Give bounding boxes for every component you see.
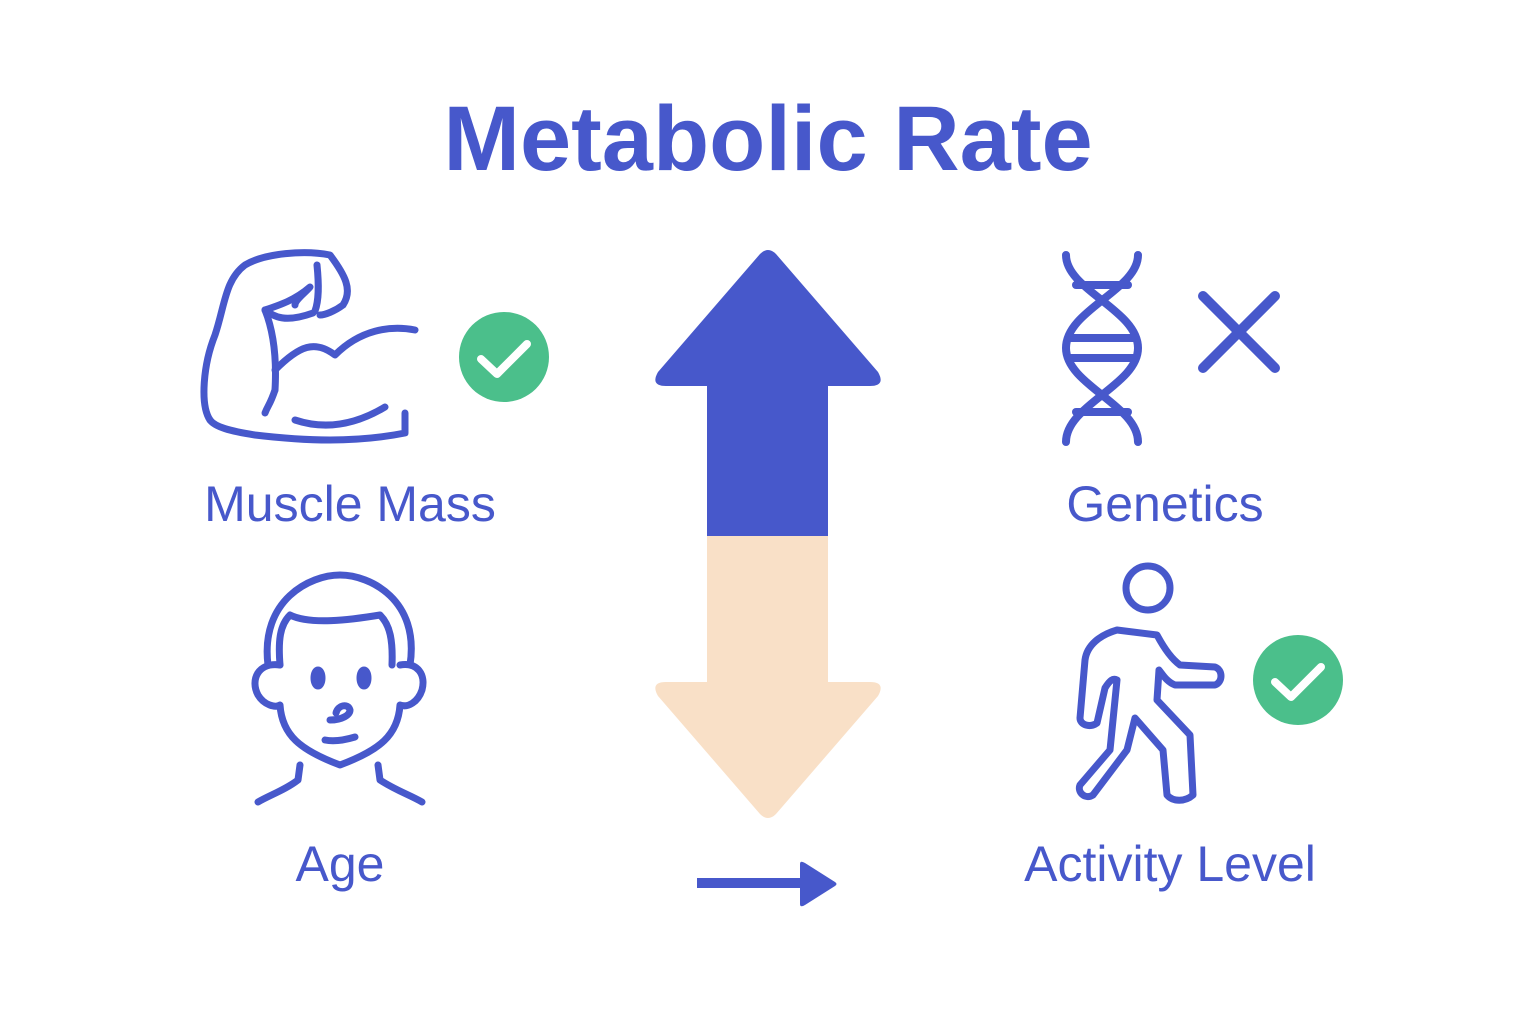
check-circle-icon <box>1253 635 1343 725</box>
up-arrow-icon <box>652 248 884 538</box>
flexed-arm-icon <box>195 245 425 445</box>
dna-icon <box>1058 250 1148 446</box>
factor-label-activity-level: Activity Level <box>1024 836 1316 892</box>
right-arrow-icon <box>695 860 840 908</box>
x-mark-icon <box>1195 288 1285 378</box>
walking-person-icon <box>1055 560 1230 805</box>
factor-label-age: Age <box>295 836 385 892</box>
check-circle-icon <box>459 312 549 402</box>
face-icon <box>250 570 430 810</box>
factor-label-genetics: Genetics <box>1066 476 1264 532</box>
down-arrow-icon <box>652 536 884 822</box>
factor-label-muscle-mass: Muscle Mass <box>204 476 496 532</box>
page-title: Metabolic Rate <box>443 88 1093 190</box>
